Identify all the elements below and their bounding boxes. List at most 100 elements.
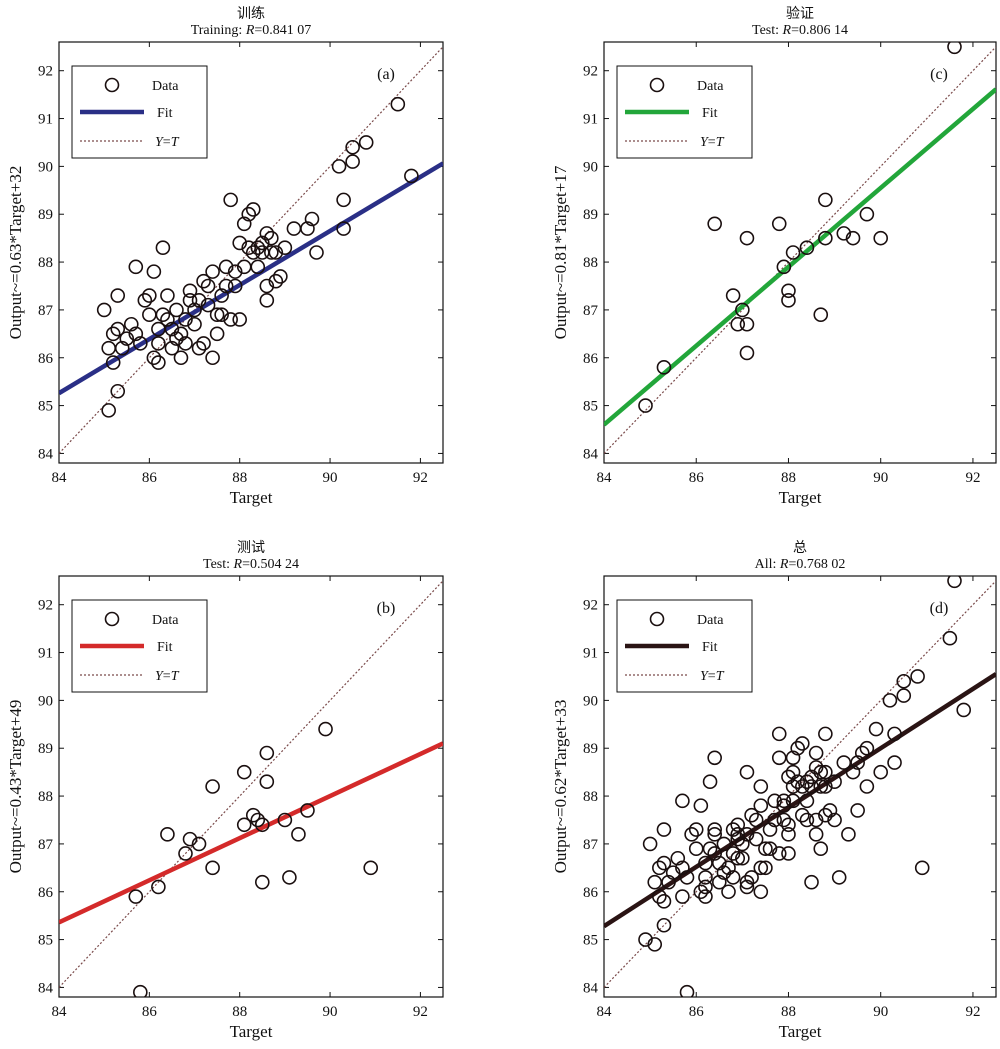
data-point	[105, 326, 121, 342]
x-tick-label: 92	[413, 1004, 428, 1020]
data-point	[730, 817, 746, 833]
data-point	[831, 870, 847, 885]
data-point	[656, 855, 672, 871]
data-point	[868, 721, 884, 737]
data-point	[178, 846, 193, 861]
data-point	[753, 860, 769, 876]
data-point	[209, 307, 225, 322]
data-point	[245, 245, 261, 260]
data-point	[896, 688, 912, 703]
data-point	[785, 793, 801, 809]
data-point	[264, 245, 279, 260]
data-point	[155, 240, 171, 256]
legend-data-label: Data	[697, 79, 724, 94]
data-point	[259, 774, 275, 790]
data-point	[110, 321, 126, 337]
chart-subtitle: All: R=0.768 02	[755, 557, 846, 572]
y-tick-label: 86	[38, 351, 54, 367]
data-point	[345, 139, 360, 155]
data-point	[363, 860, 379, 876]
data-point	[882, 693, 898, 708]
x-tick-label: 90	[323, 470, 338, 486]
data-point	[128, 259, 144, 275]
data-point	[799, 240, 815, 256]
data-point	[656, 917, 672, 933]
data-point	[259, 226, 275, 241]
data-point	[191, 340, 207, 356]
panel-label: (c)	[930, 66, 948, 83]
data-point	[845, 230, 861, 246]
data-point	[336, 221, 351, 236]
data-point	[725, 870, 741, 885]
data-point	[771, 846, 787, 861]
data-point	[218, 259, 234, 275]
data-point	[716, 836, 732, 852]
data-point	[169, 302, 184, 318]
y-tick-label: 92	[38, 64, 53, 80]
data-point	[781, 769, 796, 785]
y-tick-label: 88	[583, 789, 598, 805]
data-point	[638, 932, 653, 947]
data-point	[268, 273, 284, 289]
data-point	[790, 740, 805, 756]
data-point	[771, 750, 787, 766]
data-point	[795, 779, 810, 794]
data-point	[693, 798, 709, 813]
data-point	[205, 779, 220, 794]
data-point	[223, 192, 238, 208]
data-point	[725, 846, 741, 861]
data-point	[785, 245, 801, 260]
y-tick-label: 90	[583, 159, 598, 175]
y-tick-label: 84	[38, 446, 54, 462]
data-point	[647, 937, 663, 952]
data-point	[128, 889, 144, 904]
data-point	[827, 774, 842, 790]
chart-title: 总	[793, 540, 807, 556]
data-point	[739, 827, 755, 842]
data-point	[702, 774, 718, 790]
data-point	[160, 827, 175, 842]
data-point	[771, 216, 787, 232]
y-tick-label: 87	[38, 303, 54, 319]
plot-area	[59, 580, 443, 997]
legend-fit-label: Fit	[702, 106, 718, 121]
x-tick-label: 84	[597, 1004, 613, 1020]
data-point	[707, 822, 722, 837]
y-tick-label: 90	[38, 159, 53, 175]
data-point	[776, 812, 792, 828]
y-tick-label: 88	[38, 255, 53, 271]
data-point	[259, 293, 275, 308]
data-point	[776, 793, 792, 809]
data-point	[698, 855, 713, 871]
data-point	[291, 827, 306, 842]
legend: Data Fit Y=T	[71, 65, 208, 159]
data-point	[227, 278, 243, 294]
data-point	[818, 192, 833, 208]
data-point	[268, 245, 284, 260]
data-point	[638, 398, 653, 413]
legend-data-marker	[649, 611, 665, 627]
data-point	[688, 841, 704, 856]
x-tick-label: 86	[689, 1004, 705, 1020]
data-point	[813, 841, 829, 856]
data-point	[182, 293, 198, 308]
y-tick-label: 92	[583, 598, 598, 614]
x-tick-label: 86	[142, 470, 158, 486]
x-tick-label: 92	[413, 470, 428, 486]
data-point	[205, 860, 220, 876]
y-tick-label: 90	[583, 693, 598, 709]
legend: Data Fit Y=T	[616, 599, 753, 693]
data-point	[304, 211, 320, 227]
data-point	[656, 360, 672, 375]
data-point	[661, 874, 676, 890]
y-tick-label: 84	[38, 980, 54, 996]
data-point	[818, 230, 833, 246]
data-point	[105, 355, 121, 370]
fit-line	[604, 87, 996, 427]
y-tick-label: 85	[38, 933, 53, 949]
data-point	[675, 793, 690, 809]
data-point	[277, 240, 293, 256]
data-point	[675, 860, 690, 876]
